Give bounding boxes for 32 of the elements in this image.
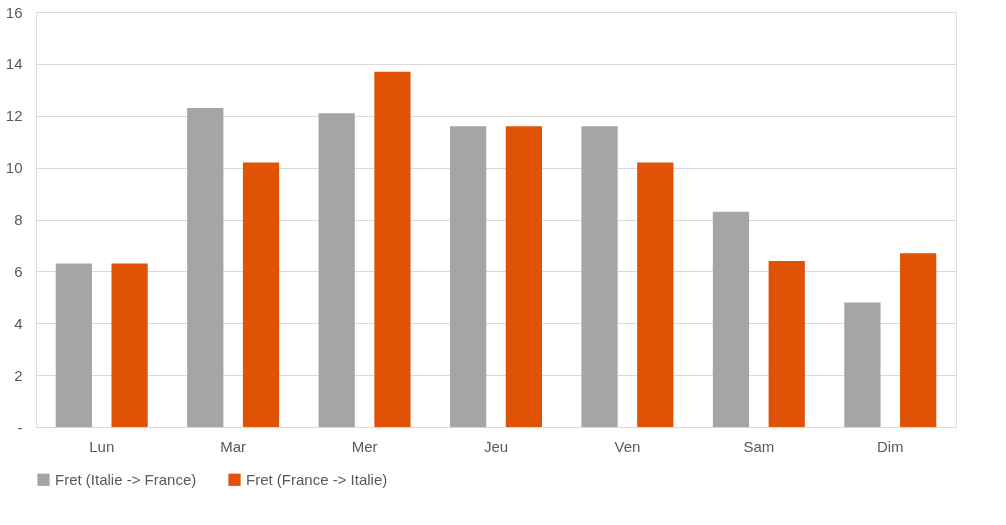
bar	[581, 126, 618, 427]
legend-label: Fret (France -> Italie)	[246, 470, 388, 488]
x-tick-label: Ven	[614, 437, 641, 455]
bar	[374, 71, 411, 427]
y-tick-label: 2	[14, 366, 23, 384]
bar	[111, 263, 148, 427]
x-tick-label: Sam	[743, 437, 775, 455]
bar	[712, 211, 750, 427]
y-tick-label: 12	[5, 107, 23, 125]
y-tick-label: 16	[5, 3, 23, 21]
x-tick-label: Mar	[220, 437, 247, 455]
x-tick-label: Mer	[351, 437, 378, 455]
bar	[187, 107, 224, 427]
bar	[318, 113, 355, 427]
bar	[242, 162, 280, 427]
y-tick-label: 8	[14, 211, 23, 228]
y-tick-label: -	[17, 418, 23, 436]
bar	[505, 126, 542, 427]
y-tick-label: 4	[14, 314, 23, 332]
bar	[637, 162, 674, 427]
legend-label: Fret (Italie -> France)	[55, 470, 197, 488]
x-tick-label: Dim	[876, 437, 904, 455]
bar	[844, 302, 881, 427]
bar	[55, 263, 92, 427]
x-tick-label: Lun	[89, 437, 115, 455]
y-tick-label: 10	[5, 159, 23, 177]
bar	[768, 261, 805, 427]
y-tick-label: 6	[14, 262, 23, 280]
x-tick-label: Jeu	[483, 437, 509, 455]
y-tick-label: 14	[5, 55, 23, 73]
bar	[900, 253, 937, 427]
bar	[450, 126, 487, 427]
